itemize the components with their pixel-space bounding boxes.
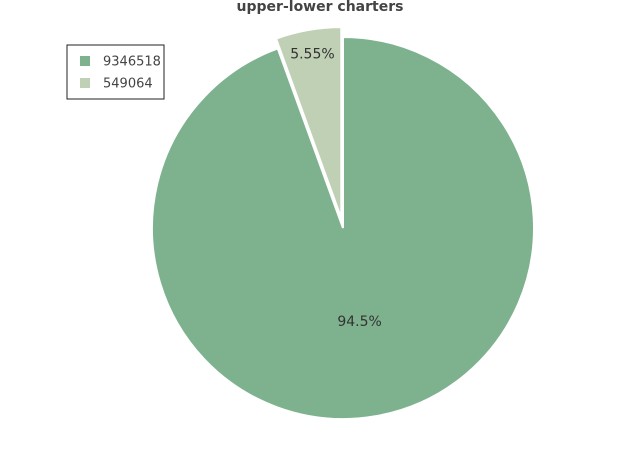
- slice-label: 94.5%: [337, 314, 381, 330]
- pie-slice: [274, 26, 343, 219]
- legend-label: 9346518: [103, 55, 161, 70]
- legend-label: 549064: [103, 77, 153, 92]
- pie-slice: [151, 35, 535, 420]
- chart-title: upper-lower charters: [237, 0, 404, 15]
- legend-swatch: [80, 78, 90, 88]
- legend-box: [66, 44, 165, 100]
- slice-label: 5.55%: [290, 46, 334, 62]
- legend-swatch: [80, 56, 90, 66]
